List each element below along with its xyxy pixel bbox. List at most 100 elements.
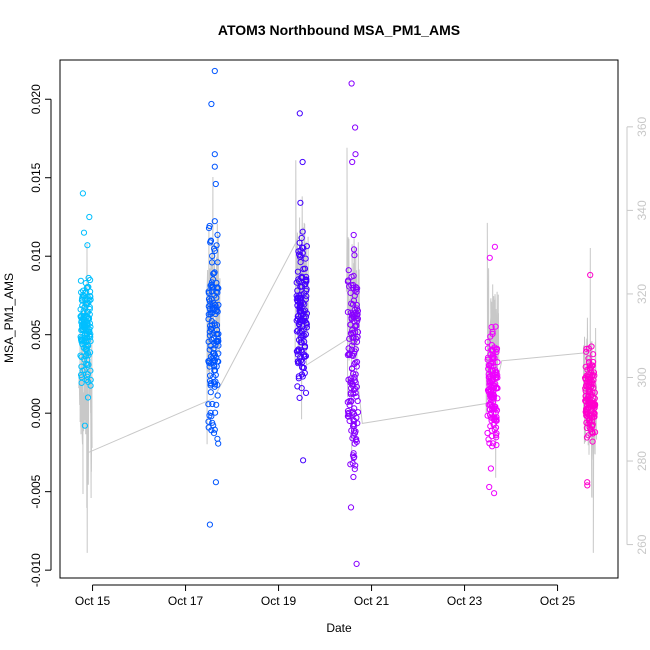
points-layer (77, 67, 599, 568)
data-point (297, 301, 304, 308)
data-point (296, 305, 303, 312)
data-point (589, 438, 596, 445)
data-point (585, 345, 592, 352)
data-point (586, 417, 593, 424)
data-point (349, 301, 357, 308)
y-tick-label: 0.005 (29, 319, 43, 349)
data-point (489, 443, 496, 450)
y2-tick-label: 360 (635, 117, 649, 137)
y2-tick-label: 340 (635, 200, 649, 220)
data-point (293, 296, 300, 303)
data-point (350, 246, 358, 253)
data-point (295, 346, 302, 353)
data-point (351, 377, 358, 384)
data-point (215, 358, 222, 365)
data-point (354, 329, 362, 336)
x-tick-label: Oct 15 (75, 594, 111, 608)
data-point (205, 401, 212, 408)
data-point (294, 268, 301, 275)
data-point (205, 316, 212, 323)
data-point (209, 322, 216, 329)
x-tick-label: Oct 17 (168, 594, 204, 608)
data-point (297, 357, 304, 364)
data-point (351, 374, 358, 381)
data-point (349, 158, 356, 166)
data-point (303, 278, 310, 285)
data-point (585, 355, 592, 362)
data-point (492, 404, 499, 411)
data-point (211, 357, 218, 364)
data-point (589, 402, 597, 410)
data-point (587, 388, 594, 395)
data-point (296, 394, 303, 401)
data-point (297, 247, 304, 254)
data-point (211, 367, 218, 374)
data-point (484, 345, 491, 352)
y-tick-label: -0.005 (29, 474, 43, 508)
data-point (211, 163, 218, 170)
data-point (81, 366, 88, 373)
data-point (81, 422, 89, 429)
data-point (351, 292, 358, 299)
data-point (208, 427, 215, 434)
data-point (212, 180, 219, 188)
data-point (493, 434, 500, 441)
data-point (214, 231, 221, 238)
data-point (215, 342, 222, 349)
data-point (488, 324, 495, 331)
data-point (487, 414, 494, 421)
data-point (205, 289, 212, 297)
data-point (344, 399, 351, 406)
y-axis-label: MSA_PM1_AMS (2, 273, 16, 363)
data-point (352, 346, 359, 353)
data-point (351, 252, 358, 259)
data-point (352, 124, 359, 131)
data-point (354, 311, 361, 318)
data-point (296, 320, 303, 327)
data-point (297, 334, 304, 341)
data-point (350, 272, 357, 279)
data-point (208, 100, 215, 108)
data-point (212, 342, 219, 349)
data-point (350, 310, 357, 317)
data-point (351, 466, 358, 473)
data-point (84, 394, 92, 401)
data-point (584, 482, 591, 489)
data-point (344, 309, 351, 316)
data-point (211, 269, 218, 276)
x-tick-label: Oct 23 (447, 594, 483, 608)
data-point (490, 395, 497, 402)
data-point (588, 401, 596, 408)
data-point (302, 307, 309, 314)
data-point (211, 218, 218, 225)
data-point (206, 346, 213, 353)
data-point (78, 379, 85, 386)
data-point (207, 301, 214, 308)
data-point (352, 359, 359, 366)
y-tick-label: 0.010 (29, 241, 43, 271)
data-point (84, 242, 91, 249)
data-point (346, 283, 353, 290)
data-point (591, 410, 598, 417)
data-point (300, 310, 307, 318)
plot-frame (59, 59, 619, 579)
data-point (215, 330, 222, 338)
y-tick-label: 0.015 (29, 162, 43, 192)
data-point (351, 440, 358, 447)
secondary-connector (87, 226, 591, 454)
data-point (301, 351, 308, 358)
data-point (592, 429, 599, 436)
data-point (208, 279, 215, 286)
secondary-series (78, 147, 598, 553)
data-point (488, 409, 495, 417)
x-axis-label: Date (326, 621, 352, 635)
data-point (487, 387, 495, 394)
data-point (349, 452, 357, 459)
data-point (352, 462, 359, 469)
data-point (215, 440, 222, 447)
data-point (591, 389, 598, 396)
data-point (493, 414, 500, 421)
y-tick-label: -0.010 (29, 553, 43, 587)
data-point (206, 521, 213, 528)
